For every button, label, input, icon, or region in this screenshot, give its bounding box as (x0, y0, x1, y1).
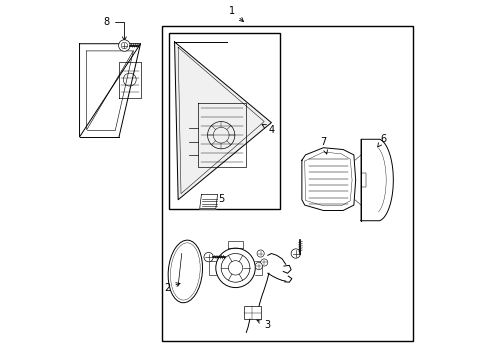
Polygon shape (174, 42, 271, 200)
Text: 6: 6 (377, 134, 386, 147)
Bar (169, 33, 280, 209)
Circle shape (290, 249, 300, 258)
Text: 8: 8 (103, 17, 126, 41)
Text: 2: 2 (164, 283, 180, 293)
Bar (162, 26, 412, 341)
Bar (244, 306, 260, 319)
Text: 1: 1 (228, 6, 243, 22)
Circle shape (215, 248, 255, 288)
Circle shape (255, 262, 262, 270)
Circle shape (119, 40, 130, 51)
Text: 4: 4 (262, 125, 274, 135)
Circle shape (257, 250, 264, 257)
Ellipse shape (168, 240, 202, 303)
Circle shape (203, 252, 213, 262)
Polygon shape (199, 194, 217, 209)
Polygon shape (80, 44, 140, 137)
Text: 3: 3 (256, 320, 270, 330)
Text: 5: 5 (212, 194, 224, 204)
Polygon shape (301, 148, 355, 211)
Text: 7: 7 (320, 138, 327, 154)
Polygon shape (360, 139, 392, 221)
Circle shape (260, 259, 267, 266)
